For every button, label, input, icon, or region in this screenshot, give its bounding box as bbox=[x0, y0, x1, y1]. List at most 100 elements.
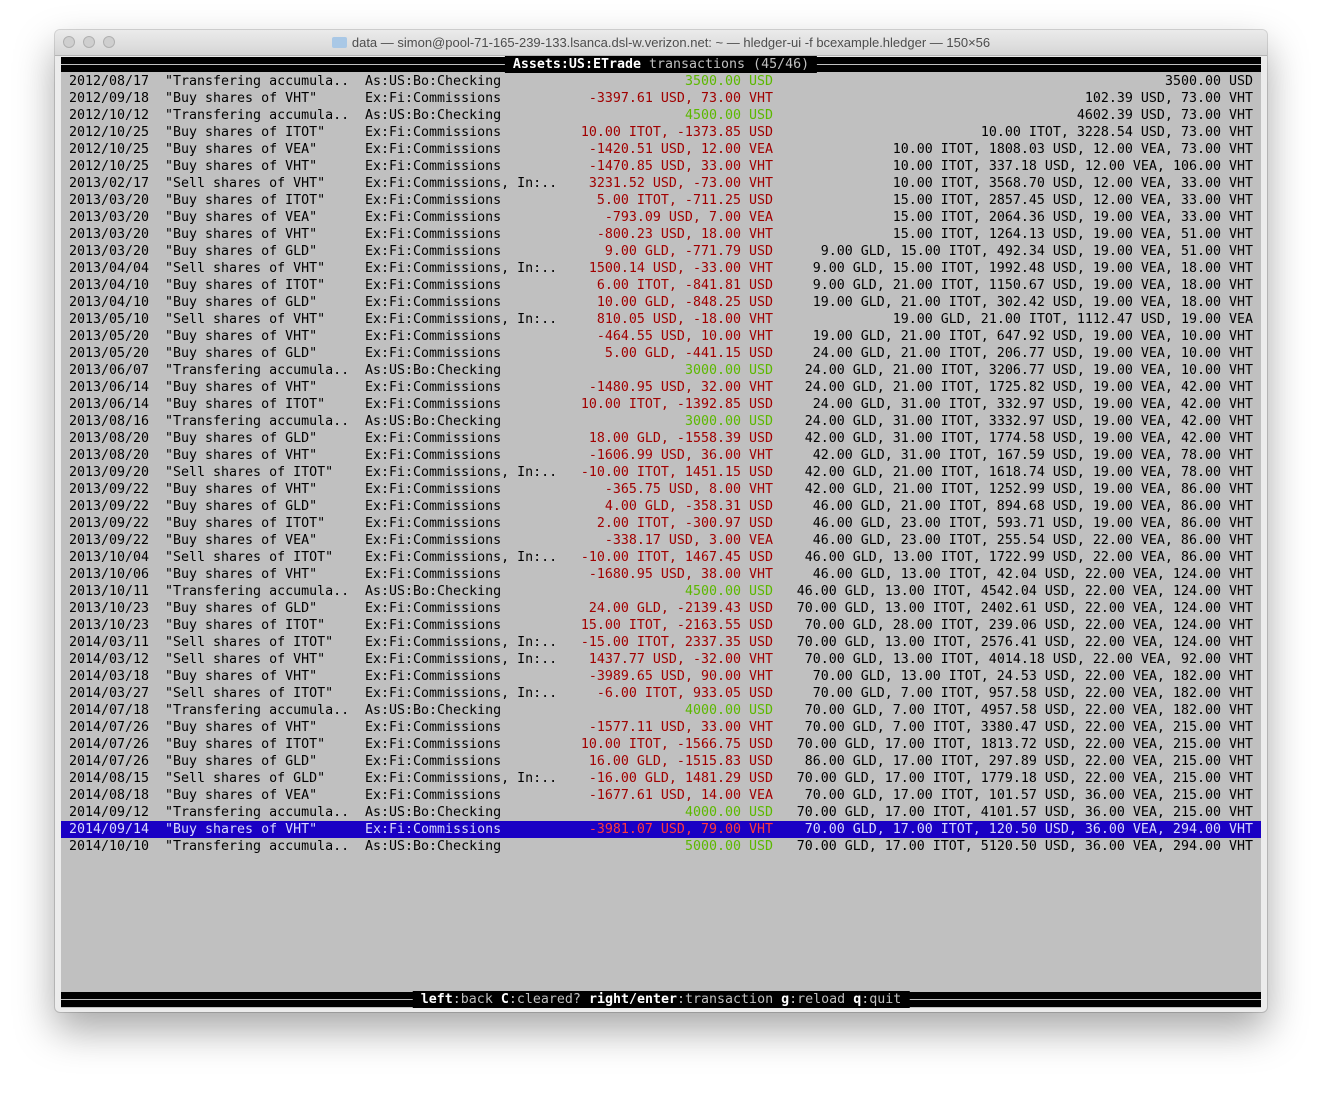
description-cell: "Buy shares of ITOT" bbox=[165, 397, 326, 412]
table-row[interactable]: 2013/09/22 "Buy shares of VHT" Ex:Fi:Commi… bbox=[61, 481, 1261, 498]
transaction-list[interactable]: 2012/08/17 "Transfering accumula.. As:US:B… bbox=[61, 73, 1261, 855]
table-row[interactable]: 2013/04/04 "Sell shares of VHT" Ex:Fi:Comm… bbox=[61, 260, 1261, 277]
table-row[interactable]: 2013/05/20 "Buy shares of VHT" Ex:Fi:Commi… bbox=[61, 328, 1261, 345]
table-row[interactable]: 2013/08/16 "Transfering accumula.. As:US:B… bbox=[61, 413, 1261, 430]
table-row[interactable]: 2013/06/14 "Buy shares of VHT" Ex:Fi:Commi… bbox=[61, 379, 1261, 396]
balance-cell: 46.00 GLD, 13.00 ITOT, 4542.04 USD, 22.0… bbox=[796, 584, 1253, 599]
description-cell: "Buy shares of VHT" bbox=[165, 448, 318, 463]
table-row[interactable]: 2013/05/10 "Sell shares of VHT" Ex:Fi:Comm… bbox=[61, 311, 1261, 328]
key-hint: right/enter:transaction bbox=[588, 992, 774, 1007]
table-row[interactable]: 2012/10/12 "Transfering accumula.. As:US:B… bbox=[61, 107, 1261, 124]
table-row[interactable]: 2014/07/26 "Buy shares of GLD" Ex:Fi:Commi… bbox=[61, 753, 1261, 770]
table-row[interactable]: 2014/03/11 "Sell shares of ITOT" Ex:Fi:Com… bbox=[61, 634, 1261, 651]
balance-cell: 70.00 GLD, 17.00 ITOT, 1813.72 USD, 22.0… bbox=[796, 737, 1253, 752]
zoom-button[interactable] bbox=[103, 36, 115, 48]
footer-bar: left:back C:cleared? right/enter:transac… bbox=[61, 991, 1261, 1008]
account-cell: Ex:Fi:Commissions bbox=[365, 720, 502, 735]
table-row[interactable]: 2013/08/20 "Buy shares of VHT" Ex:Fi:Commi… bbox=[61, 447, 1261, 464]
table-row[interactable]: 2013/10/23 "Buy shares of ITOT" Ex:Fi:Comm… bbox=[61, 617, 1261, 634]
account-cell: Ex:Fi:Commissions, In:.. bbox=[365, 261, 558, 276]
date-cell: 2013/06/14 bbox=[69, 397, 150, 412]
account-cell: Ex:Fi:Commissions bbox=[365, 737, 502, 752]
change-cell: 16.00 GLD, -1515.83 USD bbox=[588, 754, 773, 769]
balance-cell: 42.00 GLD, 21.00 ITOT, 1252.99 USD, 19.0… bbox=[804, 482, 1253, 497]
description-cell: "Buy shares of GLD" bbox=[165, 244, 318, 259]
table-row[interactable]: 2013/04/10 "Buy shares of ITOT" Ex:Fi:Comm… bbox=[61, 277, 1261, 294]
table-row[interactable]: 2013/10/11 "Transfering accumula.. As:US:B… bbox=[61, 583, 1261, 600]
table-row[interactable]: 2014/07/26 "Buy shares of VHT" Ex:Fi:Commi… bbox=[61, 719, 1261, 736]
change-cell: 10.00 GLD, -848.25 USD bbox=[596, 295, 773, 310]
date-cell: 2014/07/26 bbox=[69, 737, 150, 752]
balance-cell: 70.00 GLD, 28.00 ITOT, 239.06 USD, 22.00… bbox=[804, 618, 1253, 633]
account-cell: Ex:Fi:Commissions bbox=[365, 482, 502, 497]
change-cell: 9.00 GLD, -771.79 USD bbox=[604, 244, 773, 259]
table-row[interactable]: 2014/03/12 "Sell shares of VHT" Ex:Fi:Comm… bbox=[61, 651, 1261, 668]
change-cell: 10.00 ITOT, -1392.85 USD bbox=[580, 397, 773, 412]
table-row[interactable]: 2014/07/26 "Buy shares of ITOT" Ex:Fi:Comm… bbox=[61, 736, 1261, 753]
key-label: right/enter bbox=[588, 992, 677, 1007]
table-row[interactable]: 2013/09/22 "Buy shares of GLD" Ex:Fi:Commi… bbox=[61, 498, 1261, 515]
table-row[interactable]: 2013/10/04 "Sell shares of ITOT" Ex:Fi:Com… bbox=[61, 549, 1261, 566]
account-cell: Ex:Fi:Commissions bbox=[365, 227, 502, 242]
close-button[interactable] bbox=[63, 36, 75, 48]
table-row[interactable]: 2014/07/18 "Transfering accumula.. As:US:B… bbox=[61, 702, 1261, 719]
description-cell: "Buy shares of ITOT" bbox=[165, 737, 326, 752]
date-cell: 2013/09/22 bbox=[69, 482, 150, 497]
account-cell: Ex:Fi:Commissions, In:.. bbox=[365, 686, 558, 701]
table-row[interactable]: 2013/02/17 "Sell shares of VHT" Ex:Fi:Comm… bbox=[61, 175, 1261, 192]
account-cell: Ex:Fi:Commissions, In:.. bbox=[365, 465, 558, 480]
table-row[interactable]: 2014/08/18 "Buy shares of VEA" Ex:Fi:Commi… bbox=[61, 787, 1261, 804]
account-cell: Ex:Fi:Commissions bbox=[365, 278, 502, 293]
table-row[interactable]: 2012/08/17 "Transfering accumula.. As:US:B… bbox=[61, 73, 1261, 90]
table-row[interactable]: 2013/09/20 "Sell shares of ITOT" Ex:Fi:Com… bbox=[61, 464, 1261, 481]
balance-cell: 10.00 ITOT, 3228.54 USD, 73.00 VHT bbox=[980, 125, 1253, 140]
table-row[interactable]: 2014/08/15 "Sell shares of GLD" Ex:Fi:Comm… bbox=[61, 770, 1261, 787]
balance-cell: 15.00 ITOT, 2857.45 USD, 12.00 VEA, 33.0… bbox=[892, 193, 1253, 208]
date-cell: 2013/08/20 bbox=[69, 448, 150, 463]
table-row[interactable]: 2013/03/20 "Buy shares of VEA" Ex:Fi:Commi… bbox=[61, 209, 1261, 226]
account-cell: Ex:Fi:Commissions bbox=[365, 244, 502, 259]
table-row[interactable]: 2013/06/14 "Buy shares of ITOT" Ex:Fi:Comm… bbox=[61, 396, 1261, 413]
table-row[interactable]: 2014/09/12 "Transfering accumula.. As:US:B… bbox=[61, 804, 1261, 821]
description-cell: "Buy shares of VEA" bbox=[165, 142, 318, 157]
date-cell: 2014/07/18 bbox=[69, 703, 150, 718]
terminal[interactable]: Assets:US:ETrade transactions (45/46) 20… bbox=[61, 56, 1261, 1008]
table-row[interactable]: 2013/10/06 "Buy shares of VHT" Ex:Fi:Commi… bbox=[61, 566, 1261, 583]
table-row[interactable]: 2012/09/18 "Buy shares of VHT" Ex:Fi:Commi… bbox=[61, 90, 1261, 107]
change-cell: -3981.07 USD, 79.00 VHT bbox=[588, 822, 773, 837]
table-row[interactable]: 2012/10/25 "Buy shares of VHT" Ex:Fi:Commi… bbox=[61, 158, 1261, 175]
table-row[interactable]: 2013/09/22 "Buy shares of VEA" Ex:Fi:Commi… bbox=[61, 532, 1261, 549]
table-row[interactable]: 2013/03/20 "Buy shares of ITOT" Ex:Fi:Comm… bbox=[61, 192, 1261, 209]
change-cell: 15.00 ITOT, -2163.55 USD bbox=[580, 618, 773, 633]
description-cell: "Buy shares of VHT" bbox=[165, 380, 318, 395]
account-cell: Ex:Fi:Commissions bbox=[365, 346, 502, 361]
date-cell: 2013/08/20 bbox=[69, 431, 150, 446]
table-row[interactable]: 2013/10/23 "Buy shares of GLD" Ex:Fi:Commi… bbox=[61, 600, 1261, 617]
description-cell: "Buy shares of ITOT" bbox=[165, 125, 326, 140]
account-cell: Ex:Fi:Commissions bbox=[365, 516, 502, 531]
minimize-button[interactable] bbox=[83, 36, 95, 48]
table-row[interactable]: 2014/03/27 "Sell shares of ITOT" Ex:Fi:Com… bbox=[61, 685, 1261, 702]
balance-cell: 19.00 GLD, 21.00 ITOT, 647.92 USD, 19.00… bbox=[812, 329, 1253, 344]
change-cell: 6.00 ITOT, -841.81 USD bbox=[596, 278, 773, 293]
table-row[interactable]: 2013/09/22 "Buy shares of ITOT" Ex:Fi:Comm… bbox=[61, 515, 1261, 532]
table-row[interactable]: 2013/08/20 "Buy shares of GLD" Ex:Fi:Commi… bbox=[61, 430, 1261, 447]
terminal-window: data — simon@pool-71-165-239-133.lsanca.… bbox=[55, 30, 1267, 1012]
table-row[interactable]: 2013/06/07 "Transfering accumula.. As:US:B… bbox=[61, 362, 1261, 379]
table-row[interactable]: 2014/03/18 "Buy shares of VHT" Ex:Fi:Commi… bbox=[61, 668, 1261, 685]
table-row[interactable]: 2013/04/10 "Buy shares of GLD" Ex:Fi:Commi… bbox=[61, 294, 1261, 311]
table-row-selected[interactable]: 2014/09/14 "Buy shares of VHT" Ex:Fi:Commi… bbox=[61, 821, 1261, 838]
balance-cell: 86.00 GLD, 17.00 ITOT, 297.89 USD, 22.00… bbox=[804, 754, 1253, 769]
date-cell: 2014/08/18 bbox=[69, 788, 150, 803]
table-row[interactable]: 2014/10/10 "Transfering accumula.. As:US:B… bbox=[61, 838, 1261, 855]
table-row[interactable]: 2012/10/25 "Buy shares of ITOT" Ex:Fi:Comm… bbox=[61, 124, 1261, 141]
date-cell: 2014/09/14 bbox=[69, 822, 150, 837]
account-cell: Ex:Fi:Commissions, In:.. bbox=[365, 635, 558, 650]
table-row[interactable]: 2013/05/20 "Buy shares of GLD" Ex:Fi:Commi… bbox=[61, 345, 1261, 362]
table-row[interactable]: 2013/03/20 "Buy shares of GLD" Ex:Fi:Commi… bbox=[61, 243, 1261, 260]
date-cell: 2013/04/04 bbox=[69, 261, 150, 276]
change-cell: 3000.00 USD bbox=[684, 414, 773, 429]
table-row[interactable]: 2013/03/20 "Buy shares of VHT" Ex:Fi:Commi… bbox=[61, 226, 1261, 243]
table-row[interactable]: 2012/10/25 "Buy shares of VEA" Ex:Fi:Commi… bbox=[61, 141, 1261, 158]
balance-cell: 46.00 GLD, 13.00 ITOT, 1722.99 USD, 22.0… bbox=[804, 550, 1253, 565]
